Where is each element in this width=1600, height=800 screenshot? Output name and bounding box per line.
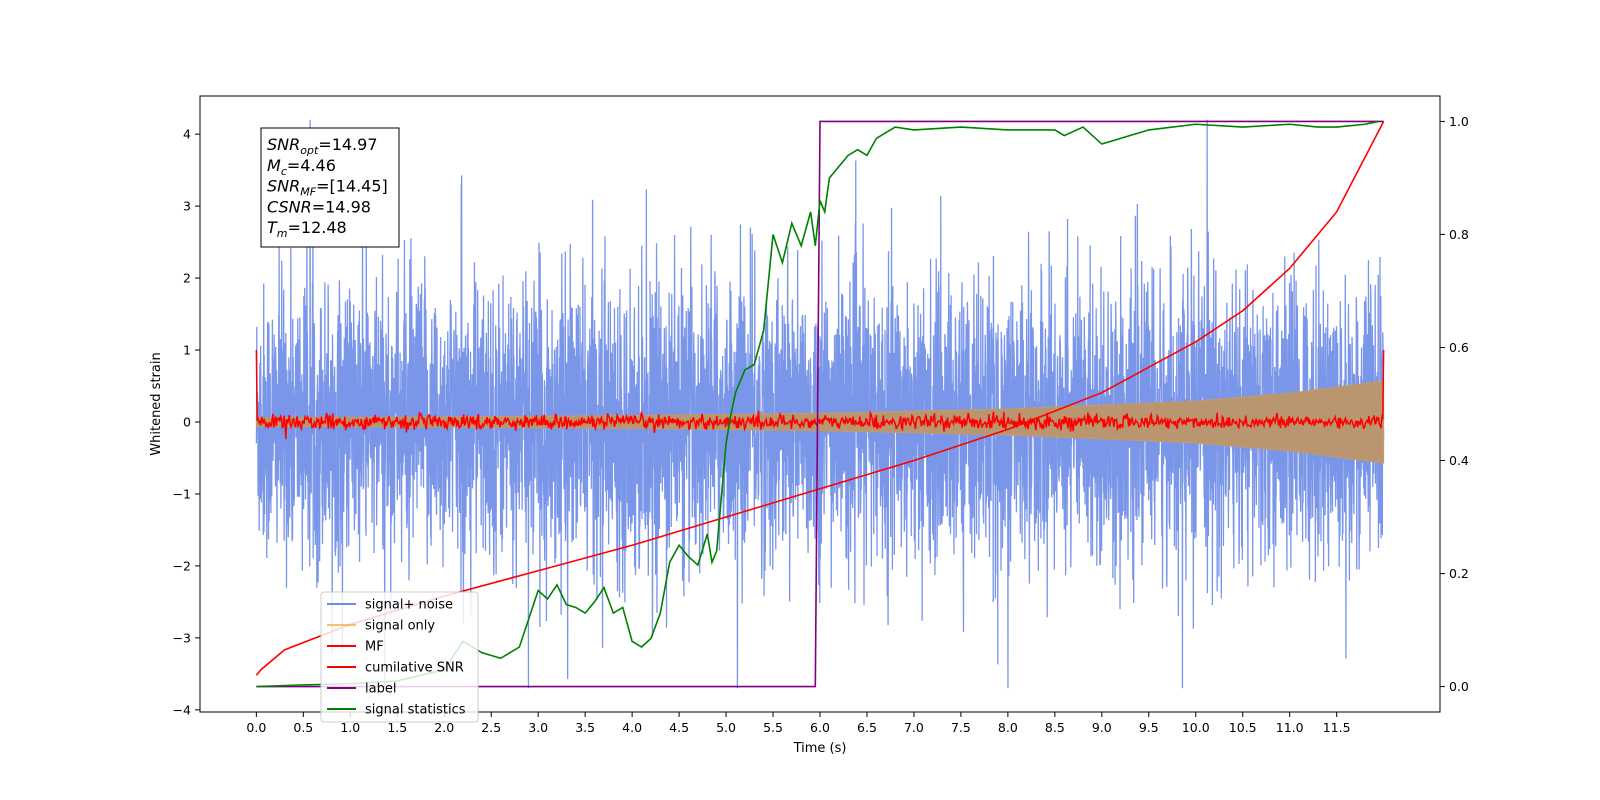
series-mf (255, 350, 1385, 440)
y-tick-label: 0 (183, 414, 191, 429)
legend-label: signal only (365, 619, 435, 634)
y-tick-label: −2 (173, 558, 191, 573)
annotation-line: CSNR=14.98 (267, 197, 371, 216)
y-axis-label: Whitened strain (149, 352, 164, 455)
series-label (256, 120, 1384, 688)
x-tick-label: 8.5 (1045, 720, 1065, 735)
y-tick-label: −3 (173, 630, 191, 645)
x-tick-label: 9.5 (1139, 720, 1159, 735)
x-tick-label: 7.0 (904, 720, 924, 735)
x-tick-label: 2.5 (481, 720, 501, 735)
x-tick-label: 10.0 (1182, 720, 1210, 735)
y-tick-label: 2 (183, 271, 191, 286)
annotation-line: Tm=12.48 (267, 218, 347, 240)
y-tick-label: 1 (183, 343, 191, 358)
y-tick-label: −4 (173, 702, 191, 717)
x-tick-label: 0.5 (293, 720, 313, 735)
x-tick-label: 0.0 (246, 720, 266, 735)
y2-tick-label: 1.0 (1449, 114, 1469, 129)
x-tick-label: 6.0 (810, 720, 830, 735)
series-signal-noise (255, 119, 1385, 689)
x-tick-label: 1.0 (340, 720, 360, 735)
y2-tick-label: 0.6 (1449, 340, 1469, 355)
y-tick-label: 4 (183, 127, 191, 142)
x-tick-label: 10.5 (1229, 720, 1257, 735)
series-signal-statistics (256, 120, 1380, 688)
x-tick-label: 4.0 (622, 720, 642, 735)
x-tick-label: 8.0 (998, 720, 1018, 735)
legend-label: signal statistics (365, 703, 466, 718)
x-tick-label: 1.5 (387, 720, 407, 735)
x-tick-label: 3.5 (575, 720, 595, 735)
y2-tick-label: 0.2 (1449, 566, 1469, 581)
x-axis-label: Time (s) (793, 741, 847, 756)
annotation-line: SNRMF=[14.45] (267, 177, 388, 199)
annotation-frame (260, 127, 400, 248)
legend-label: cumilative SNR (365, 661, 464, 676)
legend-frame (320, 591, 479, 723)
x-tick-label: 11.0 (1276, 720, 1304, 735)
x-tick-label: 5.5 (763, 720, 783, 735)
y-tick-label: −1 (173, 486, 191, 501)
x-tick-label: 7.5 (951, 720, 971, 735)
y2-tick-label: 0.0 (1449, 679, 1469, 694)
x-tick-label: 6.5 (857, 720, 877, 735)
annotation-line: SNRopt=14.97 (267, 135, 378, 157)
x-tick-label: 2.0 (434, 720, 454, 735)
x-tick-label: 3.0 (528, 720, 548, 735)
axis-ticks: 0.0 0.5 1.0 1.5 2.0 2.5 3.0 3.5 4.0 4.5 5.0 5.5 6.0 6… (173, 114, 1469, 735)
legend-label: signal+ noise (365, 598, 453, 613)
x-tick-label: 4.5 (669, 720, 689, 735)
y2-tick-label: 0.8 (1449, 227, 1469, 242)
x-tick-label: 9.0 (1092, 720, 1112, 735)
annotation-box: SNRopt=14.97Mc=4.46SNRMF=[14.45]CSNR=14.… (260, 127, 400, 248)
legend-label: label (365, 682, 396, 697)
y-tick-label: 3 (183, 199, 191, 214)
annotation-line: Mc=4.46 (267, 156, 336, 178)
x-tick-label: 11.5 (1323, 720, 1351, 735)
legend-label: MF (365, 640, 384, 655)
x-tick-label: 5.0 (716, 720, 736, 735)
legend: signal+ noise signal only MF cumilative SNR… (320, 591, 479, 723)
y2-tick-label: 0.4 (1449, 453, 1469, 468)
